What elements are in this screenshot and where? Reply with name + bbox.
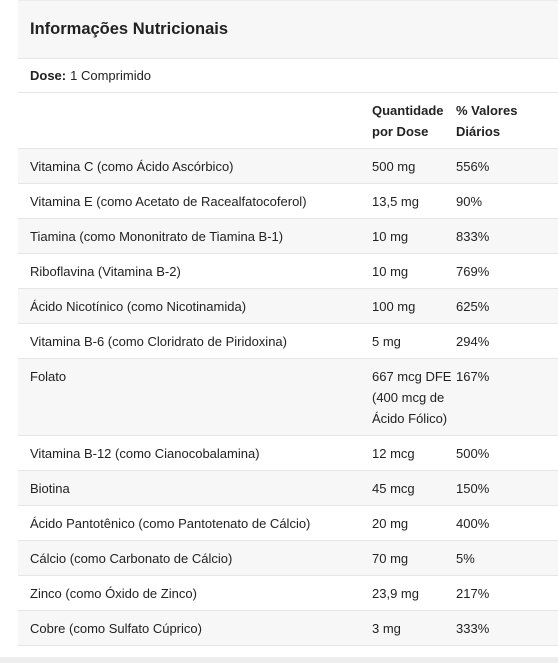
nutrient-daily-value: 294% — [456, 334, 490, 349]
nutrient-quantity: 70 mg — [372, 551, 409, 566]
nutrient-name: Vitamina C (como Ácido Ascórbico) — [30, 159, 234, 174]
nutrient-daily-value: 833% — [456, 229, 490, 244]
nutrient-daily-value: 500% — [456, 446, 490, 461]
column-header-quantity-line2: por Dose — [372, 123, 429, 139]
table-row: Vitamina B-6 (como Cloridrato de Piridox… — [18, 324, 558, 359]
nutrient-daily-value: 769% — [456, 264, 490, 279]
table-row: Ácido Pantotênico (como Pantotenato de C… — [18, 506, 558, 541]
table-row: Biotina 45 mcg 150% — [18, 471, 558, 506]
column-header-quantity: Quantidade por Dose — [372, 100, 456, 142]
nutrient-quantity: 5 mg — [372, 334, 401, 349]
table-header-row: Quantidade por Dose % Valores Diários — [18, 93, 558, 149]
dose-label: Dose: — [30, 68, 67, 83]
nutrient-daily-value: 556% — [456, 159, 490, 174]
nutrient-quantity: 500 mg — [372, 159, 416, 174]
nutrient-name: Zinco (como Óxido de Zinco) — [30, 586, 197, 601]
table-row: Vitamina E (como Acetato de Racealfatoco… — [18, 184, 558, 219]
nutrient-quantity: 3 mg — [372, 621, 401, 636]
nutrient-name: Vitamina E (como Acetato de Racealfatoco… — [30, 194, 307, 209]
nutrient-quantity: 100 mg — [372, 299, 416, 314]
footer-divider — [0, 657, 558, 663]
nutrition-title-bar: Informações Nutricionais — [18, 0, 558, 59]
table-row: Ácido Nicotínico (como Nicotinamida) 100 … — [18, 289, 558, 324]
table-row: Cobre (como Sulfato Cúprico) 3 mg 333% — [18, 611, 558, 646]
nutrient-name: Cobre (como Sulfato Cúprico) — [30, 621, 202, 636]
dose-row: Dose: 1 Comprimido — [18, 59, 558, 93]
nutrient-quantity: 45 mcg — [372, 481, 415, 496]
nutrient-daily-value: 625% — [456, 299, 490, 314]
nutrient-name: Riboflavina (Vitamina B-2) — [30, 264, 181, 279]
nutrient-daily-value: 90% — [456, 194, 483, 209]
nutrient-name: Ácido Pantotênico (como Pantotenato de C… — [30, 516, 311, 531]
nutrient-daily-value: 167% — [456, 369, 490, 384]
nutrient-quantity: 23,9 mg — [372, 586, 419, 601]
column-header-dv-line1: % Valores — [456, 102, 518, 118]
table-row: Tiamina (como Mononitrato de Tiamina B-1… — [18, 219, 558, 254]
nutrient-quantity: 10 mg — [372, 229, 409, 244]
table-row: Cálcio (como Carbonato de Cálcio) 70 mg 5% — [18, 541, 558, 576]
nutrient-quantity: 12 mcg — [372, 446, 415, 461]
column-header-dv-line2: Diários — [456, 123, 501, 139]
nutrient-daily-value: 217% — [456, 586, 490, 601]
nutrient-daily-value: 150% — [456, 481, 490, 496]
nutrient-name: Folato — [30, 369, 67, 384]
column-header-quantity-line1: Quantidade — [372, 102, 444, 118]
nutrient-quantity: 667 mcg DFE (400 mcg de Ácido Fólico) — [372, 369, 452, 426]
nutrient-name: Vitamina B-12 (como Cianocobalamina) — [30, 446, 260, 461]
table-row: Folato 667 mcg DFE (400 mcg de Ácido Fóli… — [18, 359, 558, 436]
table-row: Riboflavina (Vitamina B-2) 10 mg 769% — [18, 254, 558, 289]
nutrient-name: Biotina — [30, 481, 70, 496]
nutrient-table-body: Vitamina C (como Ácido Ascórbico) 500 mg 5… — [18, 149, 558, 646]
dose-value: 1 Comprimido — [70, 68, 152, 83]
nutrient-daily-value: 5% — [456, 551, 475, 566]
nutrient-name: Tiamina (como Mononitrato de Tiamina B-1… — [30, 229, 284, 244]
nutrient-name: Ácido Nicotínico (como Nicotinamida) — [30, 299, 247, 314]
nutrient-quantity: 13,5 mg — [372, 194, 419, 209]
nutrient-quantity: 20 mg — [372, 516, 409, 531]
table-row: Vitamina B-12 (como Cianocobalamina) 12 m… — [18, 436, 558, 471]
page-title: Informações Nutricionais — [30, 20, 229, 38]
column-header-daily-value: % Valores Diários — [456, 100, 558, 142]
nutrient-name: Vitamina B-6 (como Cloridrato de Piridox… — [30, 334, 287, 349]
table-row: Vitamina C (como Ácido Ascórbico) 500 mg 5… — [18, 149, 558, 184]
nutrient-name: Cálcio (como Carbonato de Cálcio) — [30, 551, 233, 566]
table-row: Zinco (como Óxido de Zinco) 23,9 mg 217% — [18, 576, 558, 611]
nutrient-daily-value: 333% — [456, 621, 490, 636]
nutrient-daily-value: 400% — [456, 516, 490, 531]
nutrient-quantity: 10 mg — [372, 264, 409, 279]
